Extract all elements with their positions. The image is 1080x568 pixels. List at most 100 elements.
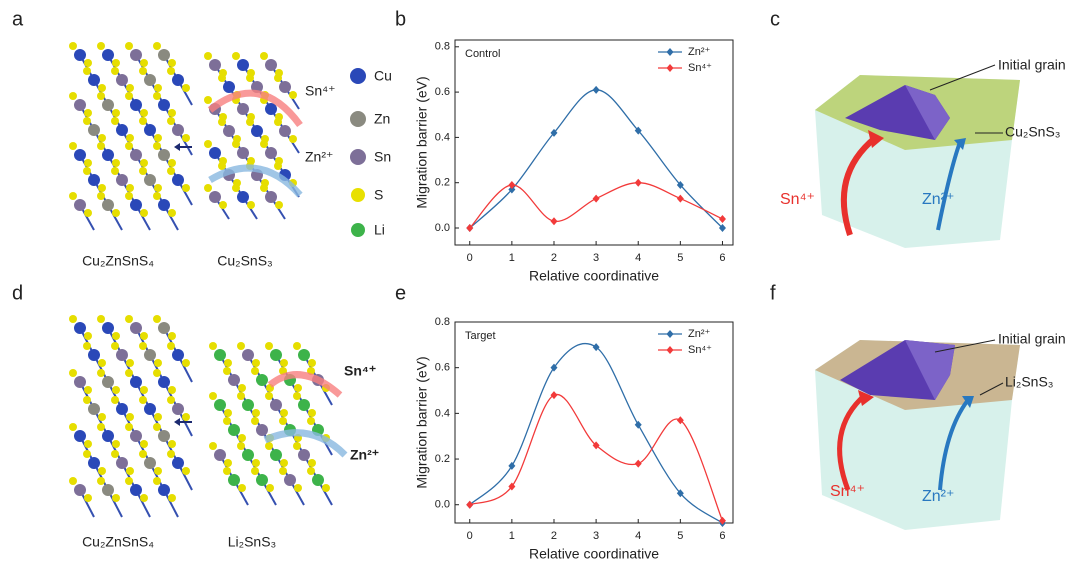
data-point — [718, 516, 726, 525]
atom — [125, 369, 133, 377]
atom — [116, 174, 128, 186]
atom — [246, 118, 254, 126]
atom — [312, 474, 324, 486]
atom — [274, 162, 282, 170]
atom — [280, 459, 288, 467]
arrow — [174, 143, 180, 151]
atom — [167, 167, 175, 175]
atom — [232, 184, 240, 192]
atom — [139, 167, 147, 175]
atom — [112, 209, 120, 217]
atom — [74, 322, 86, 334]
atom — [84, 109, 92, 117]
atom — [293, 342, 301, 350]
panel-label: e — [395, 282, 406, 304]
atom — [126, 84, 134, 92]
atom — [228, 374, 240, 386]
atom — [238, 484, 246, 492]
atom — [218, 118, 226, 126]
atom — [251, 125, 263, 137]
data-point — [550, 128, 558, 137]
atom — [182, 467, 190, 475]
atom — [308, 459, 316, 467]
annotation: Control — [465, 48, 500, 60]
atom-legend: Cu Zn Sn S Li — [350, 68, 392, 238]
data-point — [508, 461, 516, 470]
atom — [140, 109, 148, 117]
atom — [209, 392, 217, 400]
atom — [228, 424, 240, 436]
atom — [270, 449, 282, 461]
atom — [98, 413, 106, 421]
atom — [153, 477, 161, 485]
x-tick-label: 1 — [509, 530, 515, 542]
atom — [130, 99, 142, 111]
atom — [270, 349, 282, 361]
atom — [256, 474, 268, 486]
migration-arrow — [208, 164, 303, 198]
annotation: Target — [465, 330, 496, 342]
atom — [224, 409, 232, 417]
atom — [265, 191, 277, 203]
atom — [242, 349, 254, 361]
atom — [182, 84, 190, 92]
y-tick-label: 0.6 — [435, 86, 450, 98]
panel-label: d — [12, 282, 23, 304]
atom — [168, 209, 176, 217]
atom — [88, 403, 100, 415]
atom — [130, 376, 142, 388]
y-tick-label: 0.0 — [435, 499, 450, 511]
atom — [298, 349, 310, 361]
x-tick-label: 2 — [551, 252, 557, 264]
data-point — [634, 126, 642, 135]
atom — [251, 467, 259, 475]
panel-label: b — [395, 8, 406, 30]
atom — [88, 174, 100, 186]
legend-label: Cu — [374, 68, 392, 84]
legend-marker — [666, 346, 674, 354]
atom — [139, 67, 147, 75]
ion-label: Zn²⁺ — [350, 447, 379, 463]
atom — [265, 147, 277, 159]
atom — [97, 42, 105, 50]
structure-label: Cu₂ZnSnS₄ — [82, 253, 154, 269]
data-point — [676, 194, 684, 203]
atom — [111, 396, 119, 404]
atom — [153, 42, 161, 50]
atom — [153, 192, 161, 200]
atom — [98, 184, 106, 192]
atom — [237, 191, 249, 203]
atom — [237, 342, 245, 350]
atom — [139, 450, 147, 458]
atom — [69, 423, 77, 431]
atom — [112, 109, 120, 117]
atom — [97, 477, 105, 485]
atom — [69, 142, 77, 150]
data-point — [550, 391, 558, 400]
atom — [130, 49, 142, 61]
y-tick-label: 0.6 — [435, 362, 450, 374]
atom — [153, 423, 161, 431]
atom — [232, 52, 240, 60]
x-tick-label: 3 — [593, 530, 599, 542]
atom — [266, 484, 274, 492]
atom — [84, 159, 92, 167]
atom — [116, 403, 128, 415]
atom — [84, 494, 92, 502]
atom — [256, 374, 268, 386]
legend-label: Sn⁴⁺ — [688, 62, 712, 74]
atom — [168, 332, 176, 340]
data-point — [592, 194, 600, 203]
atom — [260, 184, 268, 192]
ion-label: Sn⁴⁺ — [344, 363, 376, 379]
x-tick-label: 6 — [719, 530, 725, 542]
atom — [153, 142, 161, 150]
data-point — [550, 217, 558, 226]
atom — [242, 449, 254, 461]
atom — [125, 423, 133, 431]
atom — [112, 494, 120, 502]
atom — [153, 92, 161, 100]
atom — [182, 359, 190, 367]
x-axis-label: Relative coordinative — [529, 268, 659, 284]
